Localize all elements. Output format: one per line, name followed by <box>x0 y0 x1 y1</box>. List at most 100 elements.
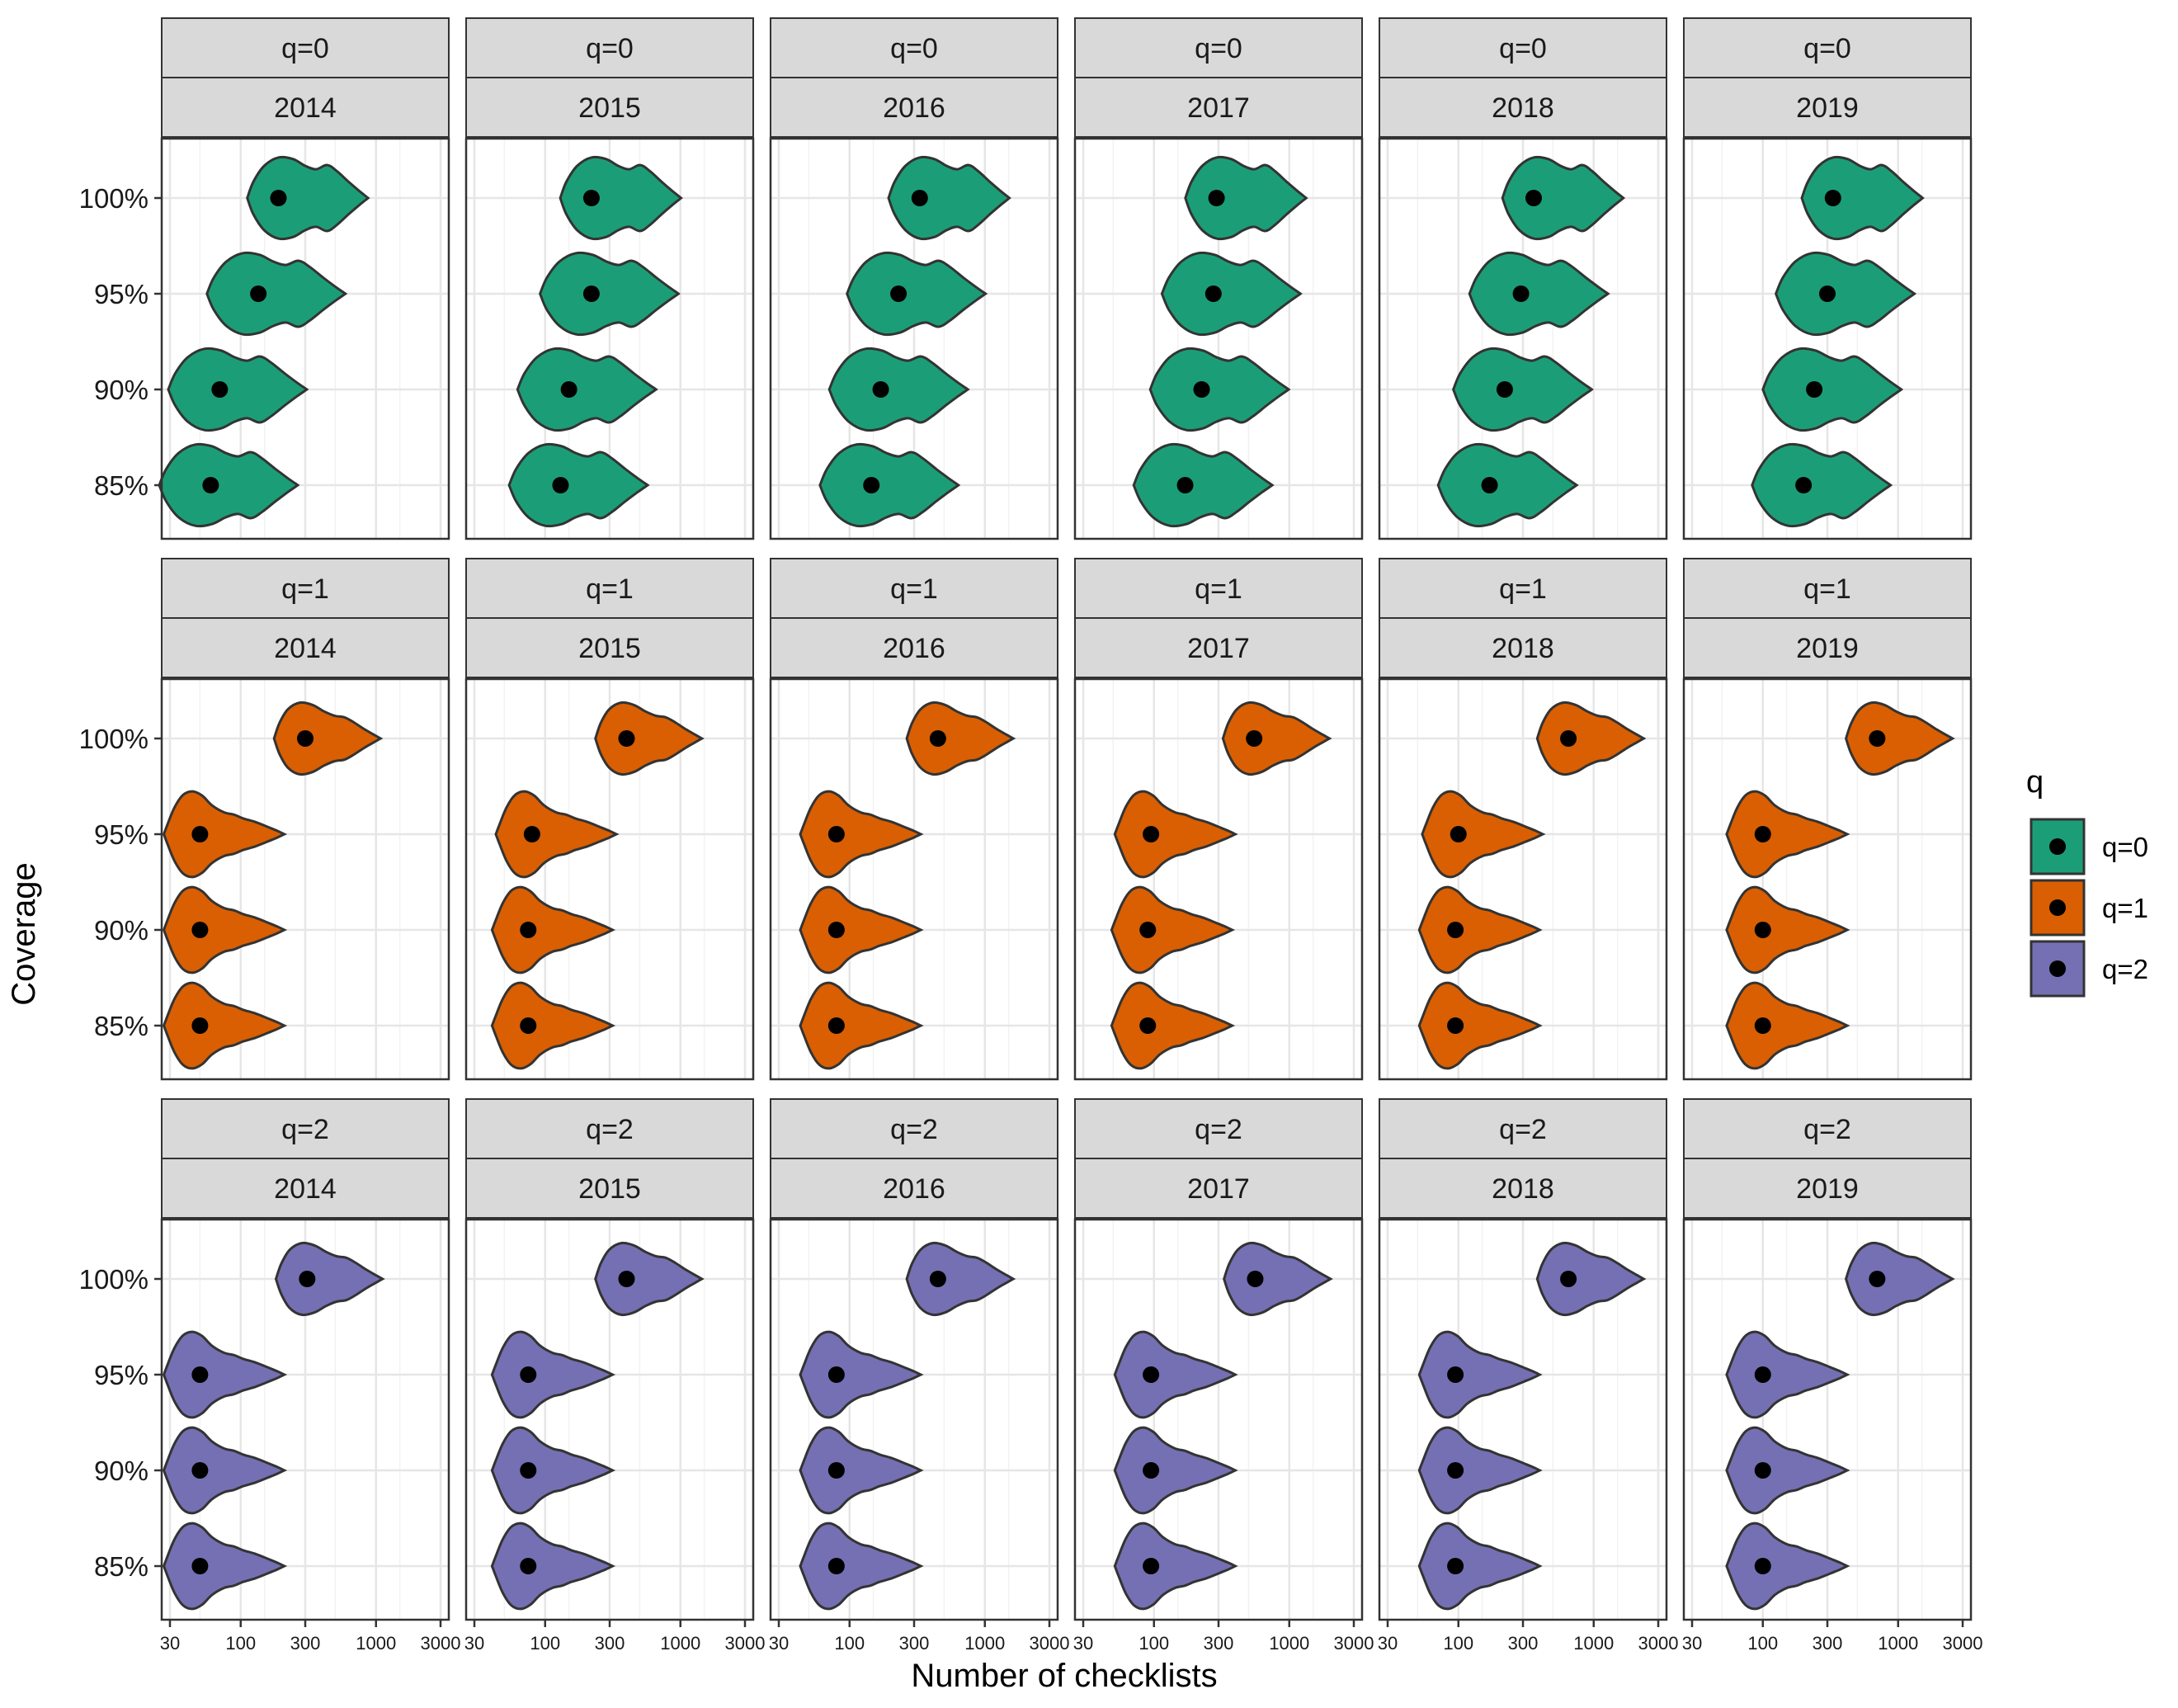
legend-title: q <box>2026 765 2044 800</box>
strip-q <box>1074 1098 1363 1159</box>
median-point-85% <box>1795 477 1813 493</box>
strip-year-label: 2014 <box>274 92 337 124</box>
violin-85% <box>507 442 650 528</box>
median-point-85% <box>827 1558 845 1574</box>
median-point-95% <box>1143 826 1160 842</box>
median-point-85% <box>1143 1558 1160 1574</box>
x-tick-label: 3000 <box>1030 1633 1070 1654</box>
strip-q-label: q=1 <box>1499 573 1547 605</box>
strip-q-label: q=2 <box>1803 1114 1851 1145</box>
violin-85% <box>799 1522 924 1611</box>
median-point-85% <box>191 1558 209 1574</box>
strip-year-label: 2016 <box>883 633 945 664</box>
median-point-90% <box>520 1462 537 1479</box>
x-tick-label: 30 <box>1682 1633 1702 1654</box>
median-point-95% <box>1754 1366 1771 1383</box>
median-point-85% <box>1447 1017 1464 1034</box>
median-point-100% <box>1560 1271 1577 1287</box>
median-point-90% <box>1754 922 1771 938</box>
x-tick-label: 3000 <box>1943 1633 1983 1654</box>
median-point-95% <box>1512 285 1530 302</box>
median-point-100% <box>1525 190 1542 206</box>
violin-95% <box>1468 251 1610 337</box>
violin-95% <box>205 251 348 337</box>
x-tick-label: 1000 <box>356 1633 396 1654</box>
median-point-95% <box>250 285 267 302</box>
strip-year-label: 2019 <box>1796 633 1859 664</box>
violin-90% <box>490 1426 616 1515</box>
median-point-85% <box>863 477 880 493</box>
strip-q <box>1379 17 1667 78</box>
panel-q=2-2015: q=2 2015 30 100 300 1000 3000 <box>464 1098 766 1654</box>
legend-label-q=2: q=2 <box>2102 954 2148 984</box>
panel-border <box>464 677 755 1081</box>
median-point-90% <box>827 1462 845 1479</box>
y-tick-label: 100% <box>79 183 148 214</box>
median-point-100% <box>1560 730 1577 747</box>
strip-year <box>465 77 754 138</box>
panel-border <box>1378 677 1668 1081</box>
y-tick-label: 100% <box>79 1264 148 1295</box>
strip-q-label: q=2 <box>890 1114 938 1145</box>
median-point-90% <box>1754 1462 1771 1479</box>
y-tick-label: 90% <box>94 375 148 405</box>
panel-q=2-2016: q=2 2016 30 100 300 1000 3000 <box>769 1098 1070 1654</box>
panels-layer: q=0 2014 85% 90% 95% 100% q=0 2015 q=0 2016 q=0 201… <box>79 17 1983 1654</box>
y-tick-label: 95% <box>94 819 148 850</box>
violin-100% <box>594 1241 705 1317</box>
strip-year <box>1074 617 1363 678</box>
y-tick-label: 95% <box>94 279 148 309</box>
median-point-100% <box>1246 730 1263 747</box>
y-tick-label: 85% <box>94 470 148 501</box>
strip-year <box>161 617 450 678</box>
violin-100% <box>905 701 1016 776</box>
violin-95% <box>163 1330 288 1419</box>
strip-year <box>1683 617 1972 678</box>
strip-year <box>1379 77 1667 138</box>
strip-q <box>465 1098 754 1159</box>
panel-q=1-2017: q=1 2017 <box>1073 558 1364 1081</box>
violin-100% <box>1221 701 1332 776</box>
median-point-95% <box>1819 285 1836 302</box>
median-point-85% <box>827 1017 845 1034</box>
panel-q=0-2019: q=0 2019 <box>1682 17 1973 540</box>
strip-q-label: q=1 <box>890 573 938 605</box>
violin-90% <box>163 885 288 974</box>
median-point-100% <box>1208 190 1225 206</box>
violin-85% <box>163 981 288 1070</box>
strip-year-label: 2017 <box>1187 1173 1250 1205</box>
median-point-100% <box>582 190 600 206</box>
violin-100% <box>559 155 683 241</box>
strip-year <box>1683 1158 1972 1219</box>
panel-q=1-2016: q=1 2016 <box>769 558 1059 1081</box>
violin-95% <box>799 1330 924 1419</box>
panel-q=2-2019: q=2 2019 30 100 300 1000 3000 <box>1682 1098 1983 1654</box>
median-point-100% <box>618 730 635 747</box>
strip-q <box>1683 17 1972 78</box>
median-point-90% <box>1143 1462 1160 1479</box>
median-point-90% <box>211 381 229 398</box>
strip-q <box>1683 558 1972 619</box>
violin-85% <box>1110 981 1236 1070</box>
median-point-90% <box>520 922 537 938</box>
median-point-100% <box>1824 190 1841 206</box>
strip-year <box>1683 77 1972 138</box>
panel-q=0-2014: q=0 2014 85% 90% 95% 100% <box>79 17 450 540</box>
strip-year <box>1074 1158 1363 1219</box>
violin-100% <box>1845 1241 1955 1317</box>
median-point-100% <box>270 190 287 206</box>
violin-95% <box>1421 790 1546 879</box>
median-point-95% <box>1204 285 1222 302</box>
violin-85% <box>1751 442 1893 528</box>
y-tick-label: 90% <box>94 915 148 946</box>
median-point-100% <box>297 730 314 747</box>
legend-label-q=0: q=0 <box>2102 832 2148 862</box>
median-point-100% <box>929 1271 946 1287</box>
median-point-95% <box>520 1366 537 1383</box>
x-tick-label: 3000 <box>725 1633 766 1654</box>
y-tick-label: 85% <box>94 1551 148 1582</box>
strip-year-label: 2019 <box>1796 1173 1859 1205</box>
strip-q <box>770 17 1058 78</box>
x-tick-label: 1000 <box>1878 1633 1918 1654</box>
